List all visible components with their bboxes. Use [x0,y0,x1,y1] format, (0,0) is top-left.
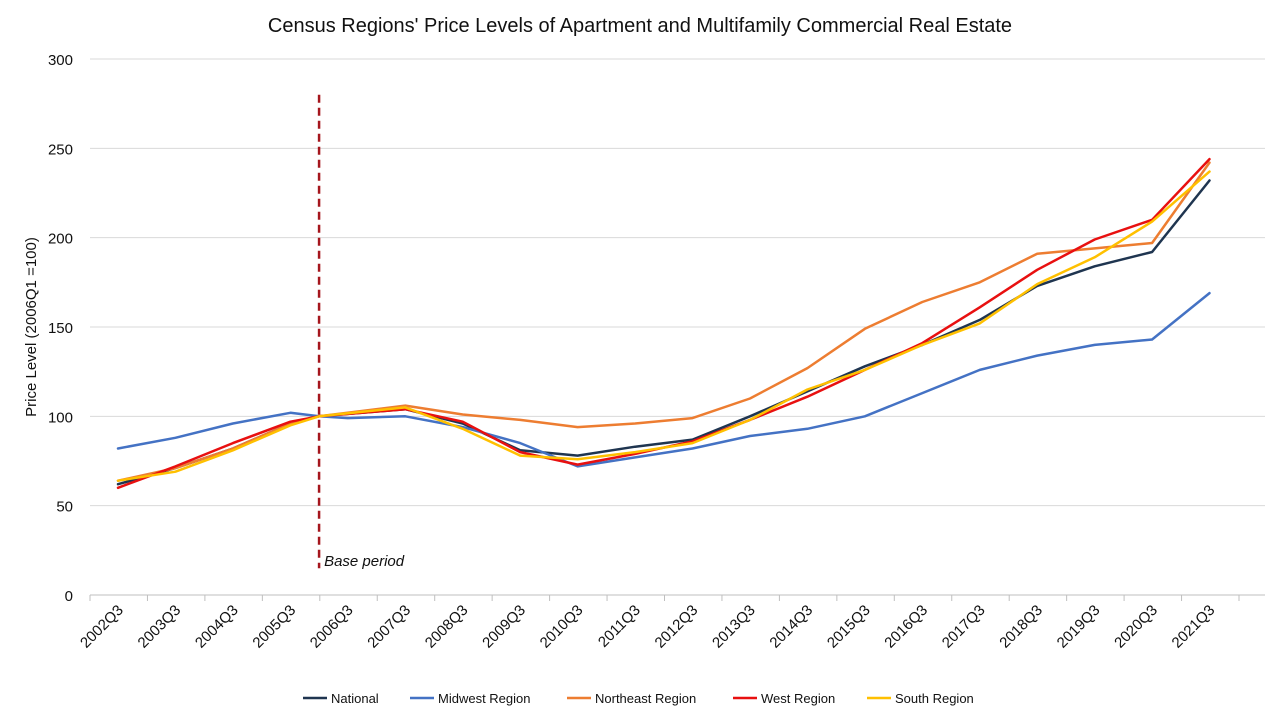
gridlines [90,58,1265,596]
x-tick-label: 2020Q3 [1111,602,1161,652]
x-tick-label: 2006Q3 [307,602,357,652]
x-tick-label: 2012Q3 [652,602,702,652]
legend-label-national: National [331,691,379,706]
x-tick-label: 2021Q3 [1169,602,1219,652]
y-tick-label: 150 [48,320,73,337]
x-tick-label: 2018Q3 [996,602,1046,652]
x-tick-label: 2013Q3 [709,602,759,652]
base-period-label: Base period [324,553,405,570]
y-tick-label: 100 [48,409,73,426]
x-tick-label: 2015Q3 [824,602,874,652]
series-lines [116,157,1211,490]
x-tick-label: 2002Q3 [77,602,127,652]
x-tick-label: 2010Q3 [537,602,587,652]
x-tick-label: 2011Q3 [595,602,644,651]
legend-label-midwest-region: Midwest Region [438,691,531,706]
x-tick-label: 2003Q3 [135,602,185,652]
x-tick-label: 2008Q3 [422,602,472,652]
y-axis: 0 50 100 150 200 250 300 [48,52,73,605]
x-axis: 2002Q3 2003Q3 2004Q3 2005Q3 2006Q3 2007Q3 2008… [77,595,1240,652]
y-axis-title: Price Level (2006Q1 =100) [23,237,40,417]
legend-label-northeast-region: Northeast Region [595,691,696,706]
series-line-northeast-region [116,161,1211,482]
series-line-west-region [116,157,1211,490]
x-tick-label: 2007Q3 [364,602,414,652]
series-line-midwest-region [116,291,1211,468]
series-line-south-region [116,170,1211,482]
x-tick-label: 2016Q3 [881,602,931,652]
y-tick-label: 250 [48,141,73,158]
legend: National Midwest Region Northeast Region We… [303,691,974,706]
series-line-national [116,179,1211,486]
annotations: Base period [317,94,405,570]
x-tick-label: 2009Q3 [479,602,529,652]
y-tick-label: 50 [56,499,73,516]
x-tick-label: 2005Q3 [249,602,299,652]
legend-label-south-region: South Region [895,691,974,706]
y-tick-label: 0 [65,588,73,605]
x-tick-label: 2004Q3 [192,602,242,652]
x-tick-label: 2019Q3 [1054,602,1104,652]
x-tick-label: 2014Q3 [766,602,816,652]
x-tick-label: 2017Q3 [939,602,989,652]
legend-label-west-region: West Region [761,691,835,706]
y-tick-label: 200 [48,231,73,248]
chart-title: Census Regions' Price Levels of Apartmen… [268,15,1012,37]
y-tick-label: 300 [48,52,73,69]
